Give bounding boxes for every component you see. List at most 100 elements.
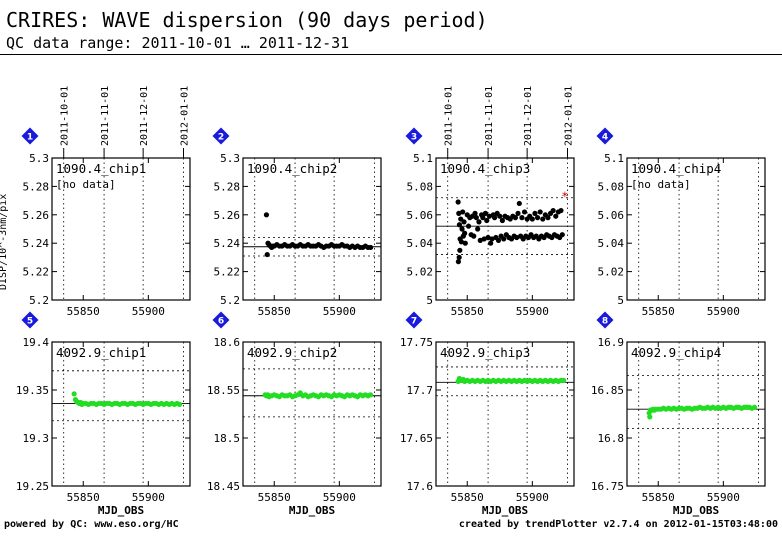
title-divider — [0, 54, 782, 55]
page-title: CRIRES: WAVE dispersion (90 days period) — [6, 8, 488, 32]
date-tick-label: 2012-01-01 — [563, 86, 574, 146]
y-tick-label: 5.06 — [598, 209, 625, 222]
trend-plot-2: 2 5.3 5.28 5.26 5.24 5.22 5.2 55850 55900 1090.4_… — [212, 127, 382, 318]
data-point — [501, 236, 507, 242]
data-point — [472, 210, 478, 216]
y-tick-label: 18.45 — [207, 480, 240, 493]
data-point — [455, 199, 461, 205]
y-tick-label: 5.28 — [214, 180, 241, 193]
data-point — [545, 215, 551, 221]
y-tick-label: 5.04 — [407, 237, 434, 250]
y-tick-label: 5.24 — [23, 237, 50, 250]
data-point — [484, 217, 490, 224]
y-tick-label: 19.4 — [23, 336, 50, 349]
data-point — [476, 219, 482, 225]
y-tick-label: 16.8 — [598, 432, 625, 445]
data-point — [456, 254, 462, 260]
data-point — [71, 391, 77, 397]
data-point — [486, 213, 492, 219]
plot-frame — [626, 341, 766, 487]
plot-badge-icon — [212, 127, 230, 145]
y-tick-label: 5.06 — [407, 209, 434, 222]
y-axis-label: DISP/10^-3nm/pix — [0, 194, 9, 290]
plot-frame — [435, 157, 575, 301]
footer-generator: created by trendPlotter v2.7.4 on 2012-0… — [458, 519, 778, 530]
plot-badge-number: 7 — [411, 317, 417, 327]
data-point — [480, 215, 486, 221]
y-tick-label: 5.1 — [413, 152, 433, 165]
data-point — [521, 209, 528, 215]
x-tick-label: 55900 — [707, 491, 740, 504]
data-point — [482, 210, 489, 216]
plot-badge-number: 2 — [218, 133, 224, 143]
trend-plot-3: 3 5.1 5.08 5.06 5.04 5.02 5 55850 55900 * 1090.4_c… — [405, 127, 575, 318]
plot-note: [no data] — [631, 178, 691, 191]
plot-badge-number: 8 — [602, 317, 608, 327]
date-tick-label: 2011-11-01 — [484, 86, 495, 146]
plot-badge-icon — [596, 127, 614, 145]
data-point — [460, 209, 466, 215]
data-point — [553, 213, 559, 219]
plot-frame — [51, 341, 191, 487]
plot-label: 4092.9_chip4 — [631, 345, 721, 360]
x-tick-label: 55900 — [707, 305, 740, 318]
plot-label: 4092.9_chip2 — [247, 345, 337, 360]
y-tick-label: 19.35 — [16, 384, 49, 397]
data-point — [514, 234, 520, 241]
data-point — [477, 237, 483, 243]
y-tick-label: 17.65 — [400, 432, 433, 445]
y-tick-label: 18.55 — [207, 384, 240, 397]
data-point — [471, 233, 477, 239]
date-tick-label: 2011-12-01 — [139, 86, 150, 146]
y-tick-label: 16.85 — [591, 384, 624, 397]
plot-label: 1090.4_chip4 — [631, 161, 721, 176]
x-tick-label: 55900 — [132, 305, 165, 318]
data-point — [458, 239, 464, 245]
x-tick-label: 55850 — [451, 305, 484, 318]
x-axis-label: MJD_OBS — [482, 504, 528, 517]
date-tick-label: 2011-11-01 — [100, 86, 111, 146]
data-point — [515, 210, 521, 216]
plot-badge-icon — [212, 311, 230, 329]
data-point — [465, 223, 472, 229]
y-tick-label: 5.2 — [29, 294, 49, 307]
y-tick-label: 5.28 — [23, 180, 50, 193]
plot-badge-number: 4 — [602, 133, 608, 143]
y-tick-label: 5.04 — [598, 237, 625, 250]
data-point — [456, 210, 462, 216]
y-tick-label: 5 — [426, 294, 433, 307]
x-tick-label: 55850 — [67, 305, 100, 318]
data-point — [559, 232, 565, 238]
data-point — [529, 216, 535, 222]
data-point — [457, 247, 463, 253]
data-point — [367, 244, 374, 251]
data-point — [499, 217, 505, 224]
x-tick-label: 55850 — [451, 491, 484, 504]
y-tick-label: 5.22 — [214, 266, 241, 279]
data-point — [485, 234, 491, 241]
data-point — [540, 216, 546, 222]
y-tick-label: 18.5 — [214, 432, 241, 445]
data-point — [462, 240, 468, 246]
plot-badge-number: 5 — [27, 317, 33, 327]
page-subtitle: QC data range: 2011-10-01 … 2011-12-31 — [6, 34, 350, 52]
y-tick-label: 19.3 — [23, 432, 50, 445]
data-point — [176, 401, 183, 407]
plot-label: 4092.9_chip3 — [440, 345, 530, 360]
x-axis-label: MJD_OBS — [673, 504, 719, 517]
data-point — [497, 213, 503, 219]
date-tick-label: 2012-01-01 — [179, 86, 190, 146]
plot-frame — [435, 341, 575, 487]
date-tick-label: 2011-12-01 — [523, 86, 534, 146]
y-tick-label: 5.08 — [598, 180, 625, 193]
y-tick-label: 5.1 — [604, 152, 624, 165]
data-point — [537, 209, 543, 215]
x-tick-label: 55850 — [258, 491, 291, 504]
data-point — [532, 210, 538, 216]
y-tick-label: 5.08 — [407, 180, 434, 193]
data-point — [461, 219, 467, 225]
outlier-point: * — [562, 189, 568, 203]
plot-badge-number: 1 — [27, 133, 33, 143]
